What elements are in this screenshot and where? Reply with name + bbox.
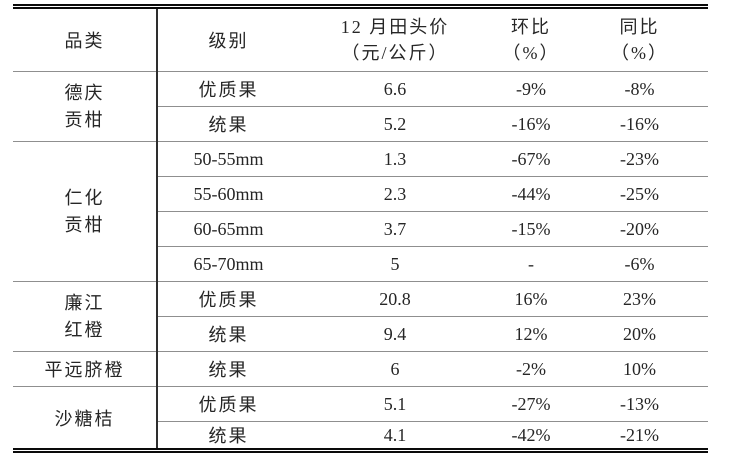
table-row: 60-65mm 3.7 -15% -20%: [13, 211, 708, 247]
mom-cell: -16%: [491, 106, 571, 142]
header-category: 品类: [13, 6, 158, 72]
yoy-cell: -13%: [571, 386, 708, 422]
table-row: 统果 5.2 -16% -16%: [13, 106, 708, 142]
table-row: 统果 4.1 -42% -21%: [13, 422, 708, 451]
grade-cell: 60-65mm: [157, 211, 299, 247]
grade-cell: 55-60mm: [157, 176, 299, 212]
grade-cell: 50-55mm: [157, 141, 299, 177]
mom-cell: -15%: [491, 211, 571, 247]
mom-cell: -27%: [491, 386, 571, 422]
table-row: 仁化 贡柑 50-55mm 1.3 -67% -23%: [13, 141, 708, 282]
price-cell: 6: [299, 351, 491, 387]
category-cell: 仁化 贡柑: [13, 141, 158, 282]
mom-cell: -67%: [491, 141, 571, 177]
price-cell: 6.6: [299, 71, 491, 107]
grade-cell: 统果: [157, 351, 299, 387]
yoy-cell: 23%: [571, 281, 708, 317]
grade-cell: 优质果: [157, 386, 299, 422]
grade-cell: 统果: [208, 426, 249, 446]
price-cell: 5.2: [299, 106, 491, 142]
mom-cell: -42%: [511, 424, 551, 445]
header-grade: 级别: [157, 6, 299, 72]
mom-cell: -9%: [491, 71, 571, 107]
table-row: 德庆 贡柑 优质果 6.6 -9% -8%: [13, 71, 708, 142]
header-price: 12 月田头价 （元/公斤）: [299, 6, 491, 72]
price-cell: 2.3: [299, 176, 491, 212]
price-cell: 5: [299, 246, 491, 282]
table-row: 平远脐橙 统果 6 -2% 10%: [13, 351, 708, 387]
price-cell: 20.8: [299, 281, 491, 317]
table-body: 德庆 贡柑 优质果 6.6 -9% -8% 统果 5.2 -16% -16% 仁…: [13, 71, 708, 451]
citrus-price-table: 品类 级别 12 月田头价 （元/公斤） 环比 （%） 同比 （%） 德庆 贡柑…: [13, 4, 708, 453]
grade-cell: 65-70mm: [157, 246, 299, 282]
category-cell: 廉江 红橙: [13, 281, 158, 352]
table-row: 55-60mm 2.3 -44% -25%: [13, 176, 708, 212]
mom-cell: -: [491, 246, 571, 282]
category-cell: 德庆 贡柑: [13, 71, 158, 142]
table-row: 统果 9.4 12% 20%: [13, 316, 708, 352]
yoy-cell: -23%: [571, 141, 708, 177]
yoy-cell: -20%: [571, 211, 708, 247]
table-header: 品类 级别 12 月田头价 （元/公斤） 环比 （%） 同比 （%）: [13, 6, 708, 72]
header-row: 品类 级别 12 月田头价 （元/公斤） 环比 （%） 同比 （%）: [13, 6, 708, 72]
grade-cell: 优质果: [157, 71, 299, 107]
grade-cell: 统果: [157, 106, 299, 142]
price-cell: 5.1: [299, 386, 491, 422]
grade-cell: 统果: [157, 316, 299, 352]
yoy-cell: 20%: [571, 316, 708, 352]
yoy-cell: -21%: [620, 424, 659, 445]
yoy-cell: -25%: [571, 176, 708, 212]
table-row: 廉江 红橙 优质果 20.8 16% 23%: [13, 281, 708, 352]
table-row: 沙糖桔 优质果 5.1 -27% -13%: [13, 386, 708, 451]
yoy-cell: -8%: [571, 71, 708, 107]
price-cell: 3.7: [299, 211, 491, 247]
yoy-cell: -16%: [571, 106, 708, 142]
header-mom: 环比 （%）: [491, 6, 571, 72]
header-yoy: 同比 （%）: [571, 6, 708, 72]
category-cell: 沙糖桔: [13, 386, 158, 451]
mom-cell: -44%: [491, 176, 571, 212]
price-cell: 1.3: [299, 141, 491, 177]
mom-cell: -2%: [491, 351, 571, 387]
price-cell: 4.1: [383, 424, 407, 445]
grade-cell: 优质果: [157, 281, 299, 317]
mom-cell: 16%: [491, 281, 571, 317]
table-row: 65-70mm 5 - -6%: [13, 246, 708, 282]
mom-cell: 12%: [491, 316, 571, 352]
yoy-cell: -6%: [571, 246, 708, 282]
price-cell: 9.4: [299, 316, 491, 352]
category-cell: 平远脐橙: [13, 351, 158, 387]
yoy-cell: 10%: [571, 351, 708, 387]
